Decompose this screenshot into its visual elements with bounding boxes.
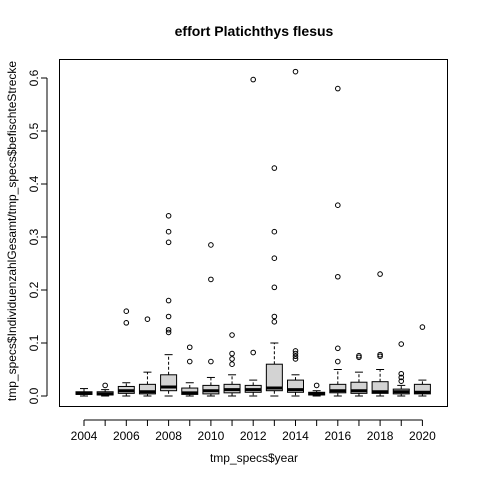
x-tick-label: 2018 (367, 429, 394, 443)
outlier-point (272, 285, 277, 290)
box-2014 (288, 69, 304, 396)
outlier-point (293, 69, 298, 74)
outlier-point (420, 325, 425, 330)
box-2011 (224, 333, 240, 396)
outlier-point (166, 229, 171, 234)
outlier-point (124, 309, 129, 314)
x-tick-label: 2008 (155, 429, 182, 443)
box-2012 (245, 77, 261, 396)
outlier-point (272, 320, 277, 325)
box-2018 (372, 272, 388, 396)
y-axis: 0.0 0.1 0.2 0.3 0.4 0.5 0.6 (27, 69, 47, 404)
outlier-point (166, 314, 171, 319)
box-2013 (266, 166, 282, 396)
chart-title: effort Platichthys flesus (175, 23, 334, 39)
y-tick-label: 0.1 (27, 334, 41, 351)
box-2015 (309, 383, 325, 396)
outlier-point (187, 359, 192, 364)
box-2005 (97, 383, 113, 396)
box-2016 (330, 86, 346, 396)
box-2008 (161, 214, 177, 397)
outlier-point (251, 77, 256, 82)
y-tick-label: 0.2 (27, 281, 41, 298)
outlier-point (209, 243, 214, 248)
outlier-point (336, 359, 341, 364)
y-tick-label: 0.6 (27, 69, 41, 86)
box-2004 (76, 389, 92, 396)
box-2019 (393, 342, 409, 396)
x-axis: 2004 2006 2008 2010 2012 2014 2016 2018 2020 (71, 420, 436, 443)
x-axis-label: tmp_specs$year (210, 451, 298, 465)
y-tick-label: 0.3 (27, 228, 41, 245)
outlier-point (336, 203, 341, 208)
y-tick-label: 0.5 (27, 122, 41, 139)
box-2007 (139, 317, 155, 396)
outlier-point (209, 359, 214, 364)
outlier-point (187, 345, 192, 350)
outlier-point (230, 357, 235, 362)
outlier-point (166, 298, 171, 303)
x-tick-label: 2012 (240, 429, 267, 443)
outlier-point (251, 350, 256, 355)
box-2020 (414, 325, 430, 396)
box-2006 (118, 309, 134, 396)
x-tick-label: 2006 (113, 429, 140, 443)
x-tick-label: 2004 (71, 429, 98, 443)
outlier-point (336, 274, 341, 279)
outlier-point (272, 314, 277, 319)
x-tick-label: 2016 (324, 429, 351, 443)
y-tick-label: 0.0 (27, 387, 41, 404)
y-tick-label: 0.4 (27, 175, 41, 192)
outlier-point (230, 333, 235, 338)
outlier-point (209, 277, 214, 282)
box-2010 (203, 243, 219, 396)
outlier-point (272, 166, 277, 171)
x-tick-label: 2014 (282, 429, 309, 443)
outlier-point (272, 229, 277, 234)
outlier-point (166, 214, 171, 219)
box-series (76, 69, 430, 396)
outlier-point (166, 240, 171, 245)
outlier-point (314, 383, 319, 388)
y-axis-label: tmp_specs$IndividuenzahlGesamt/tmp_specs… (5, 61, 19, 402)
outlier-point (124, 321, 129, 326)
box-2017 (351, 353, 367, 396)
x-tick-label: 2010 (198, 429, 225, 443)
outlier-point (230, 362, 235, 367)
outlier-point (378, 272, 383, 277)
outlier-point (103, 383, 108, 388)
x-tick-label: 2020 (409, 429, 436, 443)
outlier-point (336, 346, 341, 351)
outlier-point (336, 86, 341, 91)
outlier-point (272, 256, 277, 261)
outlier-point (230, 351, 235, 356)
outlier-point (145, 317, 150, 322)
box-2009 (182, 345, 198, 396)
outlier-point (399, 342, 404, 347)
